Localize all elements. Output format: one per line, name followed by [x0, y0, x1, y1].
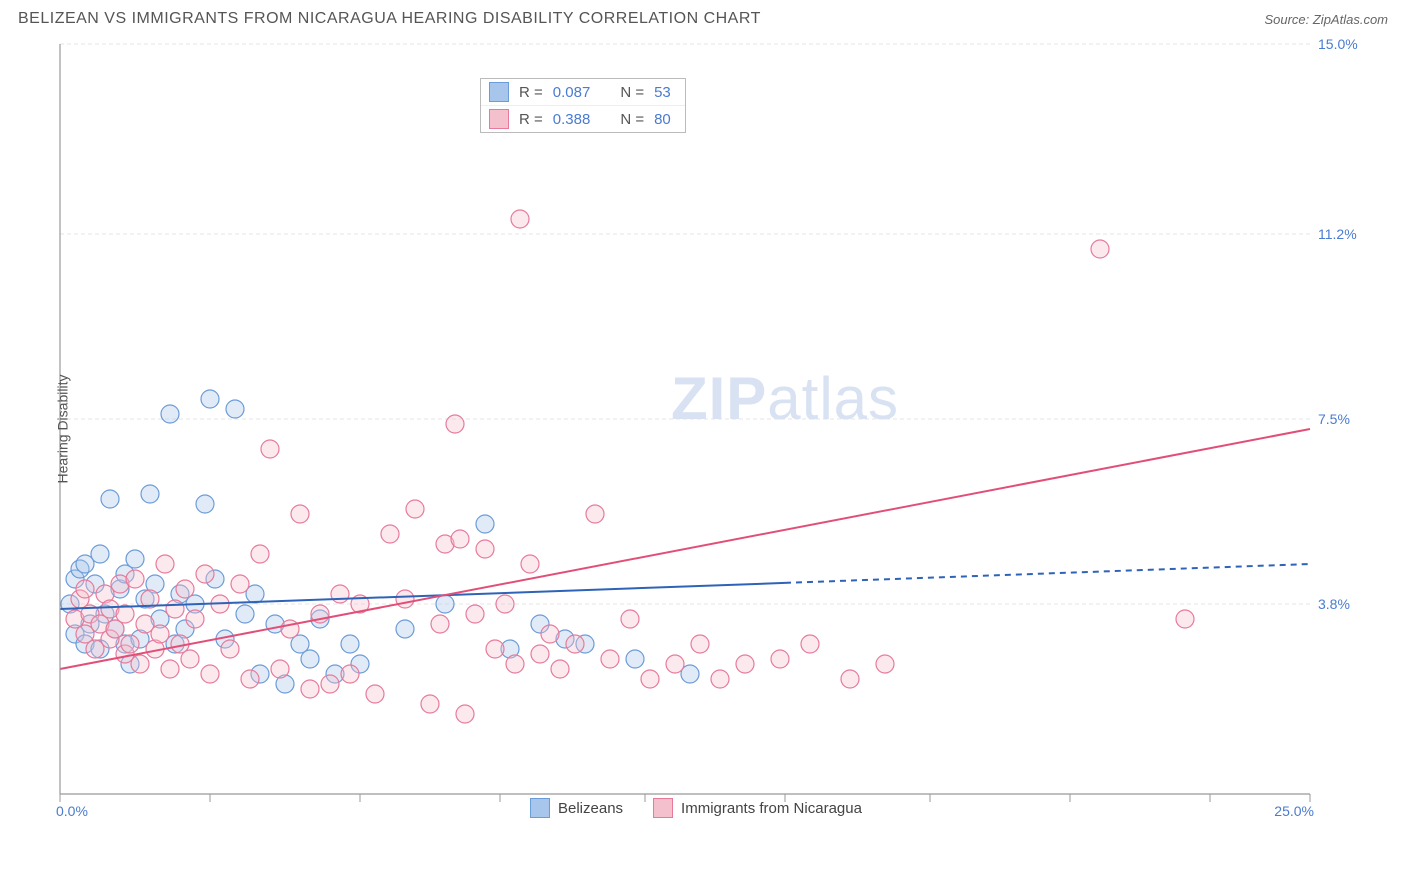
legend-label: Immigrants from Nicaragua	[681, 800, 862, 817]
svg-text:15.0%: 15.0%	[1318, 36, 1358, 52]
legend-item: Belizeans	[530, 798, 623, 818]
stat-r-label: R =	[519, 84, 543, 101]
legend-item: Immigrants from Nicaragua	[653, 798, 862, 818]
series-legend: Belizeans Immigrants from Nicaragua	[530, 798, 862, 818]
chart-title: BELIZEAN VS IMMIGRANTS FROM NICARAGUA HE…	[18, 10, 761, 28]
stat-n-label: N =	[620, 84, 644, 101]
legend-swatch	[530, 798, 550, 818]
legend-swatch	[489, 109, 509, 129]
stat-r-label: R =	[519, 111, 543, 128]
svg-text:7.5%: 7.5%	[1318, 411, 1350, 427]
stats-legend: R = 0.087 N = 53 R = 0.388 N = 80	[480, 78, 686, 133]
svg-text:11.2%: 11.2%	[1318, 226, 1357, 242]
svg-text:25.0%: 25.0%	[1274, 803, 1314, 819]
scatter-chart: 3.8% 7.5% 11.2% 15.0% ZIPatlas 0.0% 25.0%	[50, 34, 1380, 824]
y-axis-label: Hearing Disability	[54, 375, 70, 484]
svg-text:ZIPatlas: ZIPatlas	[671, 365, 899, 432]
stat-r-value: 0.388	[553, 111, 591, 128]
plot-container: Hearing Disability 3.8% 7.5% 11.2% 15.0% ZIP…	[0, 34, 1406, 824]
legend-swatch	[653, 798, 673, 818]
stat-r-value: 0.087	[553, 84, 591, 101]
svg-text:3.8%: 3.8%	[1318, 596, 1350, 612]
stat-n-label: N =	[620, 111, 644, 128]
stat-n-value: 80	[654, 111, 671, 128]
legend-swatch	[489, 82, 509, 102]
svg-text:0.0%: 0.0%	[56, 803, 88, 819]
stat-n-value: 53	[654, 84, 671, 101]
legend-label: Belizeans	[558, 800, 623, 817]
source-label: Source: ZipAtlas.com	[1264, 12, 1388, 27]
